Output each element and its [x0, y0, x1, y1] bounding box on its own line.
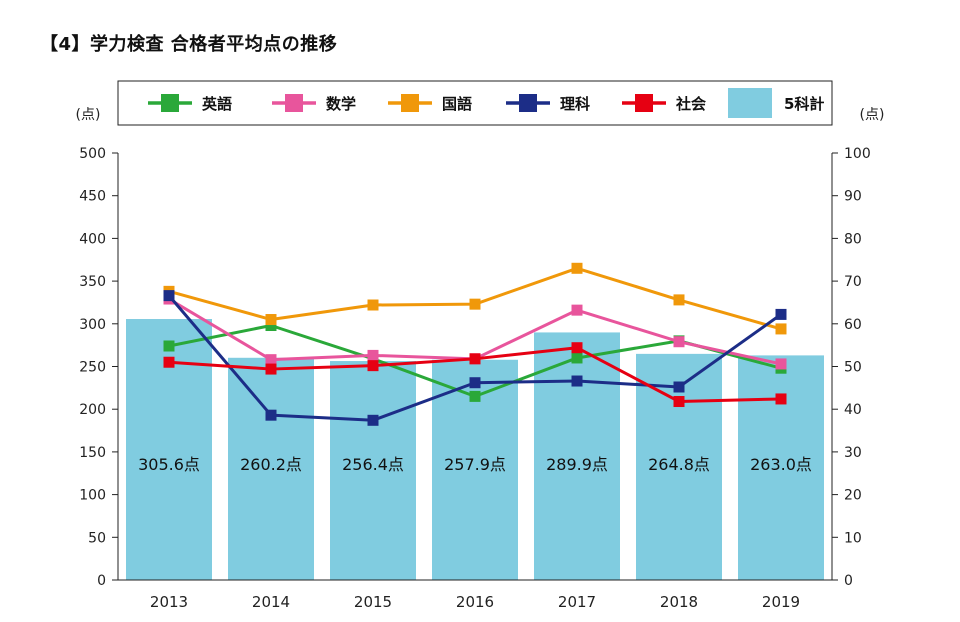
bar-value-label-2015: 256.4点	[342, 455, 404, 474]
legend-box	[117, 80, 833, 126]
right-tick-label: 100	[844, 146, 871, 162]
left-tick-label: 500	[79, 146, 106, 162]
marker-数学-2014	[265, 354, 277, 366]
marker-数学-2018	[673, 336, 685, 348]
marker-社会-2013	[163, 356, 175, 368]
marker-国語-2019	[775, 323, 787, 335]
right-tick-label: 90	[844, 189, 862, 205]
marker-理科-2015	[367, 414, 379, 426]
x-tick-label-2017: 2017	[558, 593, 596, 611]
marker-社会-2019	[775, 393, 787, 405]
left-tick-label: 350	[79, 274, 106, 290]
marker-理科-2016	[469, 377, 481, 389]
marker-理科-2018	[673, 381, 685, 393]
marker-理科-2019	[775, 308, 787, 320]
marker-社会-2017	[571, 342, 583, 354]
legend-label-社会: 社会	[675, 95, 706, 113]
right-tick-label: 0	[844, 573, 853, 589]
chart-title: 【4】学力検査 合格者平均点の推移	[40, 34, 338, 55]
legend-label-国語: 国語	[442, 95, 472, 113]
x-tick-label-2018: 2018	[660, 593, 698, 611]
left-tick-label: 300	[79, 317, 106, 333]
bar-value-label-2014: 260.2点	[240, 455, 302, 474]
left-tick-label: 250	[79, 360, 106, 376]
x-tick-label-2013: 2013	[150, 593, 188, 611]
x-tick-label-2016: 2016	[456, 593, 494, 611]
marker-社会-2018	[673, 396, 685, 408]
marker-英語-2014	[265, 320, 277, 332]
marker-国語-2018	[673, 294, 685, 306]
legend-marker-英語	[161, 94, 179, 112]
marker-数学-2019	[775, 358, 787, 370]
bar-value-label-2016: 257.9点	[444, 455, 506, 474]
marker-社会-2016	[469, 353, 481, 365]
marker-英語-2016	[469, 390, 481, 402]
right-tick-label: 60	[844, 317, 862, 333]
left-axis-unit: (点)	[76, 107, 101, 123]
x-tick-label-2019: 2019	[762, 593, 800, 611]
legend-swatch-5科計	[728, 88, 772, 118]
marker-英語-2013	[163, 340, 175, 352]
bar-value-label-2019: 263.0点	[750, 455, 812, 474]
axes-layer: 0 50 100 150 200 250 300 350 400 450 500 0 10 20 30 40 5…	[76, 107, 885, 611]
marker-社会-2015	[367, 360, 379, 372]
left-tick-label: 200	[79, 402, 106, 418]
bar-value-label-2013: 305.6点	[138, 455, 200, 474]
legend: 英語 数学 国語 理科 社会 5科計	[117, 80, 833, 126]
bar-total-2019	[738, 355, 824, 580]
legend-label-5科計: 5科計	[784, 95, 824, 113]
line-国語	[168, 266, 782, 331]
marker-理科-2013	[163, 290, 175, 302]
right-tick-label: 30	[844, 445, 862, 461]
left-tick-label: 0	[97, 573, 106, 589]
marker-国語-2017	[571, 262, 583, 274]
legend-marker-国語	[401, 94, 419, 112]
marker-英語-2017	[571, 352, 583, 364]
marker-国語-2015	[367, 299, 379, 311]
bar-total-2014	[228, 357, 314, 580]
right-tick-label: 70	[844, 274, 862, 290]
right-tick-label: 40	[844, 402, 862, 418]
legend-marker-数学	[285, 94, 303, 112]
bar-total-2017	[534, 332, 620, 580]
right-axis-unit: (点)	[860, 107, 885, 123]
left-tick-label: 100	[79, 488, 106, 504]
lines-layer	[163, 262, 787, 426]
marker-国語-2014	[265, 314, 277, 326]
bar-value-label-2018: 264.8点	[648, 455, 710, 474]
bar-total-2015	[330, 361, 416, 580]
labels-layer: 305.6点 260.2点 256.4点 257.9点 289.9点 264.8点 263.…	[138, 455, 812, 474]
x-tick-label-2014: 2014	[252, 593, 290, 611]
right-tick-label: 10	[844, 530, 862, 546]
marker-国語-2016	[469, 298, 481, 310]
left-tick-label: 400	[79, 231, 106, 247]
legend-marker-社会	[635, 94, 653, 112]
left-tick-label: 450	[79, 189, 106, 205]
marker-数学-2015	[367, 349, 379, 361]
right-tick-label: 20	[844, 488, 862, 504]
marker-理科-2017	[571, 375, 583, 387]
bars-layer	[126, 319, 824, 580]
left-tick-label: 150	[79, 445, 106, 461]
legend-label-理科: 理科	[560, 95, 590, 113]
legend-marker-理科	[519, 94, 537, 112]
bar-value-label-2017: 289.9点	[546, 455, 608, 474]
marker-数学-2017	[571, 304, 583, 316]
legend-label-数学: 数学	[326, 95, 356, 113]
marker-社会-2014	[265, 363, 277, 375]
marker-理科-2014	[265, 409, 277, 421]
x-tick-label-2015: 2015	[354, 593, 392, 611]
left-tick-label: 50	[88, 530, 106, 546]
right-tick-label: 80	[844, 231, 862, 247]
right-tick-label: 50	[844, 360, 862, 376]
legend-label-英語: 英語	[202, 95, 232, 113]
